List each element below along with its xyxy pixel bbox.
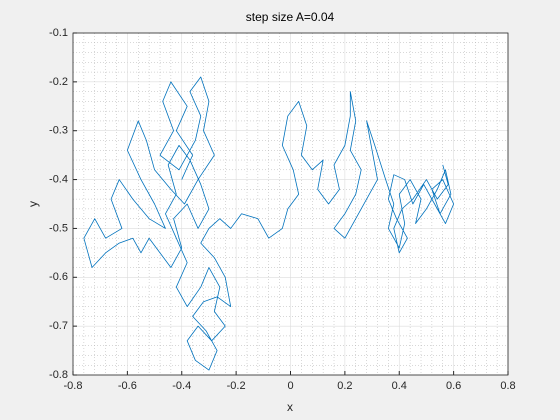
x-axis-label: x	[287, 400, 293, 414]
y-tick-label: -0.6	[49, 271, 68, 283]
x-tick-label: -0.2	[227, 380, 246, 392]
chart-title: step size A=0.04	[246, 10, 335, 24]
data-line	[83, 76, 455, 371]
y-tick-label: -0.2	[49, 76, 68, 88]
x-tick-label: 0.4	[392, 380, 407, 392]
axes-box	[72, 32, 509, 376]
y-tick-label: -0.8	[49, 369, 68, 381]
y-tick-label: -0.3	[49, 125, 68, 137]
x-tick-label: -0.4	[172, 380, 191, 392]
x-tick-label: 0.2	[337, 380, 352, 392]
y-tick-label: -0.7	[49, 320, 68, 332]
y-tick-label: -0.4	[49, 173, 68, 185]
y-axis-label: y	[26, 201, 40, 207]
x-tick-label: -0.6	[118, 380, 137, 392]
x-tick-label: 0.8	[500, 380, 515, 392]
x-tick-label: 0	[287, 380, 293, 392]
y-tick-label: -0.5	[49, 222, 68, 234]
x-tick-label: -0.8	[64, 380, 83, 392]
x-tick-label: 0.6	[446, 380, 461, 392]
y-tick-label: -0.1	[49, 27, 68, 39]
